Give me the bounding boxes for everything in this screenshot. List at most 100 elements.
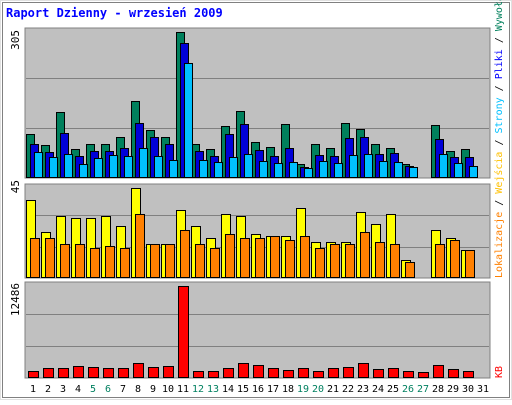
legend-entry: / xyxy=(494,133,505,151)
bar-pliki xyxy=(64,154,73,178)
bar-marks xyxy=(26,32,478,378)
bar-lokalizacje xyxy=(405,262,415,278)
day-label: 24 xyxy=(372,384,384,395)
bar-pliki xyxy=(109,155,118,178)
bar-kb xyxy=(28,371,39,378)
bar-pliki xyxy=(34,152,43,178)
legend-entry: / xyxy=(494,31,505,49)
bar-lokalizacje xyxy=(180,230,190,278)
day-label: 16 xyxy=(252,384,264,395)
bar-kb xyxy=(448,369,459,378)
y-max-label-visits: 45 xyxy=(9,180,22,193)
bar-kb xyxy=(268,368,279,378)
bar-lokalizacje xyxy=(225,234,235,278)
day-label: 31 xyxy=(477,384,489,395)
legend-entry: KB xyxy=(494,366,505,378)
panel-kb xyxy=(24,281,491,379)
day-label: 17 xyxy=(267,384,279,395)
bar-kb xyxy=(178,286,189,378)
bar-kb xyxy=(148,367,159,378)
bar-pliki xyxy=(349,155,358,178)
day-label: 15 xyxy=(237,384,249,395)
legend-entry: Wywołania xyxy=(494,0,505,31)
bar-lokalizacje xyxy=(165,244,175,278)
bar-lokalizacje xyxy=(120,248,130,278)
bar-pliki xyxy=(409,167,418,178)
bar-pliki xyxy=(139,148,148,178)
legend-entry: Pliki xyxy=(494,49,505,79)
day-label: 12 xyxy=(192,384,204,395)
day-label: 19 xyxy=(297,384,309,395)
bar-lokalizacje xyxy=(135,214,145,278)
day-label: 14 xyxy=(222,384,234,395)
bar-lokalizacje xyxy=(210,248,220,278)
day-label: 8 xyxy=(135,384,141,395)
bar-kb xyxy=(298,368,309,378)
bar-kb xyxy=(73,366,84,378)
bar-kb xyxy=(223,368,234,378)
legend-entry: / xyxy=(494,194,505,212)
bar-pliki xyxy=(244,154,253,178)
bar-kb xyxy=(403,371,414,378)
bar-pliki xyxy=(469,166,478,178)
chart-title: Raport Dzienny - wrzesień 2009 xyxy=(6,6,223,20)
bar-lokalizacje xyxy=(195,244,205,278)
bar-pliki xyxy=(229,157,238,178)
bar-pliki xyxy=(259,161,268,178)
bar-lokalizacje xyxy=(375,242,385,278)
bar-pliki xyxy=(79,164,88,178)
bar-pliki xyxy=(274,163,283,178)
bar-pliki xyxy=(439,154,448,178)
day-label: 20 xyxy=(312,384,324,395)
bar-kb xyxy=(208,371,219,378)
legend-entry: Wejścia xyxy=(493,152,505,194)
bar-kb xyxy=(193,371,204,378)
bar-kb xyxy=(103,368,114,378)
bar-kb xyxy=(238,363,249,378)
bar-kb xyxy=(133,363,144,378)
bar-kb xyxy=(43,368,54,378)
bar-kb xyxy=(463,371,474,378)
bar-kb xyxy=(358,363,369,378)
day-label: 11 xyxy=(177,384,189,395)
bar-lokalizacje xyxy=(105,246,115,278)
day-label: 22 xyxy=(342,384,354,395)
bar-lokalizacje xyxy=(75,244,85,278)
day-label: 2 xyxy=(45,384,51,395)
bar-lokalizacje xyxy=(90,248,100,278)
day-label: 21 xyxy=(327,384,339,395)
bar-pliki xyxy=(214,162,223,178)
series-legend-lower: KB xyxy=(494,366,505,378)
day-label: 13 xyxy=(207,384,219,395)
bar-kb xyxy=(418,372,429,378)
day-label: 6 xyxy=(105,384,111,395)
bar-lokalizacje xyxy=(150,244,160,278)
bar-pliki xyxy=(94,158,103,178)
day-label: 3 xyxy=(60,384,66,395)
bar-kb xyxy=(253,365,264,378)
bar-pliki xyxy=(169,160,178,178)
bar-pliki xyxy=(364,154,373,178)
day-label: 9 xyxy=(150,384,156,395)
bar-lokalizacje xyxy=(315,248,325,278)
y-max-label-requests: 305 xyxy=(9,30,22,50)
day-label: 18 xyxy=(282,384,294,395)
bar-lokalizacje xyxy=(465,250,475,278)
bar-lokalizacje xyxy=(60,244,70,278)
bar-pliki xyxy=(124,156,133,178)
day-label: 1 xyxy=(30,384,36,395)
bar-pliki xyxy=(394,162,403,178)
bar-kb xyxy=(283,370,294,378)
series-legend-upper: Lokalizacje / Wejścia / Strony / Pliki /… xyxy=(493,0,505,278)
bar-lokalizacje xyxy=(285,240,295,278)
day-label: 4 xyxy=(75,384,81,395)
legend-entry: / xyxy=(494,79,505,97)
day-label: 27 xyxy=(417,384,429,395)
bar-kb xyxy=(328,368,339,378)
bar-lokalizacje xyxy=(45,238,55,278)
bar-pliki xyxy=(154,156,163,178)
bar-kb xyxy=(433,365,444,378)
bar-kb xyxy=(88,367,99,378)
day-axis-labels: 1 2 3 4 5 6 7 8 9 10 11 12 13 14 15 16 17 18 19 20 21 22 23 24 2… xyxy=(30,384,489,395)
